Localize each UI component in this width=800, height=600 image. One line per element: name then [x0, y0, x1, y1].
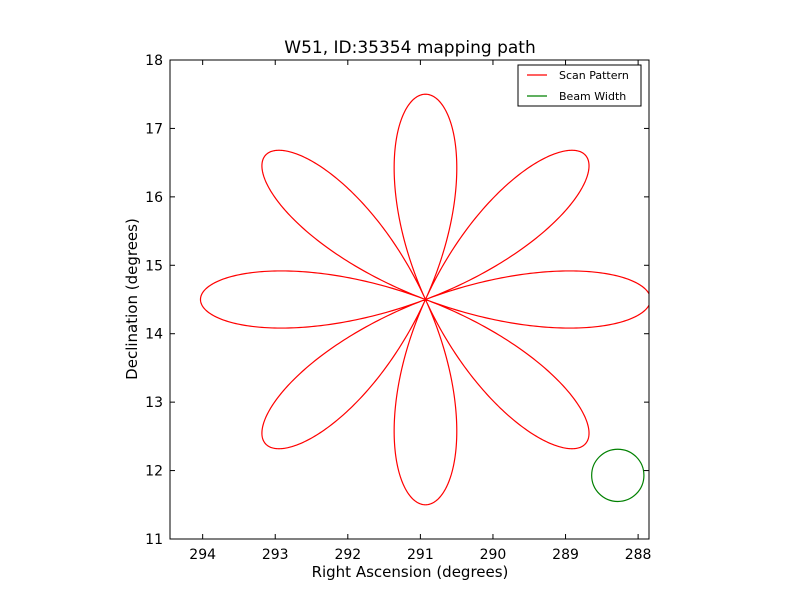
- plot-frame: [169, 59, 650, 540]
- y-tick-label: 17: [145, 121, 163, 137]
- y-tick-label: 14: [145, 327, 163, 343]
- y-tick-label: 13: [145, 395, 163, 411]
- x-tick-label: 288: [625, 547, 652, 563]
- legend-label-scan-pattern: Scan Pattern: [559, 69, 629, 82]
- x-tick-label: 289: [552, 547, 579, 563]
- plot-content: [199, 93, 649, 506]
- chart-title: W51, ID:35354 mapping path: [284, 38, 535, 58]
- y-tick-label: 16: [145, 190, 163, 206]
- series-beam-width: [591, 448, 645, 503]
- x-tick-label: 291: [407, 547, 434, 563]
- x-tick-label: 290: [480, 547, 507, 563]
- y-tick-label: 12: [145, 464, 163, 480]
- y-tick-label: 11: [145, 532, 163, 548]
- legend-label-beam-width: Beam Width: [559, 90, 626, 103]
- y-axis-label: Declination (degrees): [123, 218, 141, 380]
- series-scan-pattern: [199, 93, 649, 506]
- plot-area: [169, 59, 650, 540]
- y-tick-label: 18: [145, 53, 163, 69]
- tick-group: 294 293 292 291 290 289 288 11 12 13 14 15 16 17 18: [145, 53, 651, 563]
- x-tick-label: 292: [334, 547, 361, 563]
- x-tick-label: 294: [189, 547, 216, 563]
- x-tick-label: 293: [262, 547, 289, 563]
- x-axis-label: Right Ascension (degrees): [312, 563, 509, 581]
- legend-box: [517, 64, 642, 107]
- legend: Scan Pattern Beam Width: [517, 64, 642, 107]
- y-tick-label: 15: [145, 258, 163, 274]
